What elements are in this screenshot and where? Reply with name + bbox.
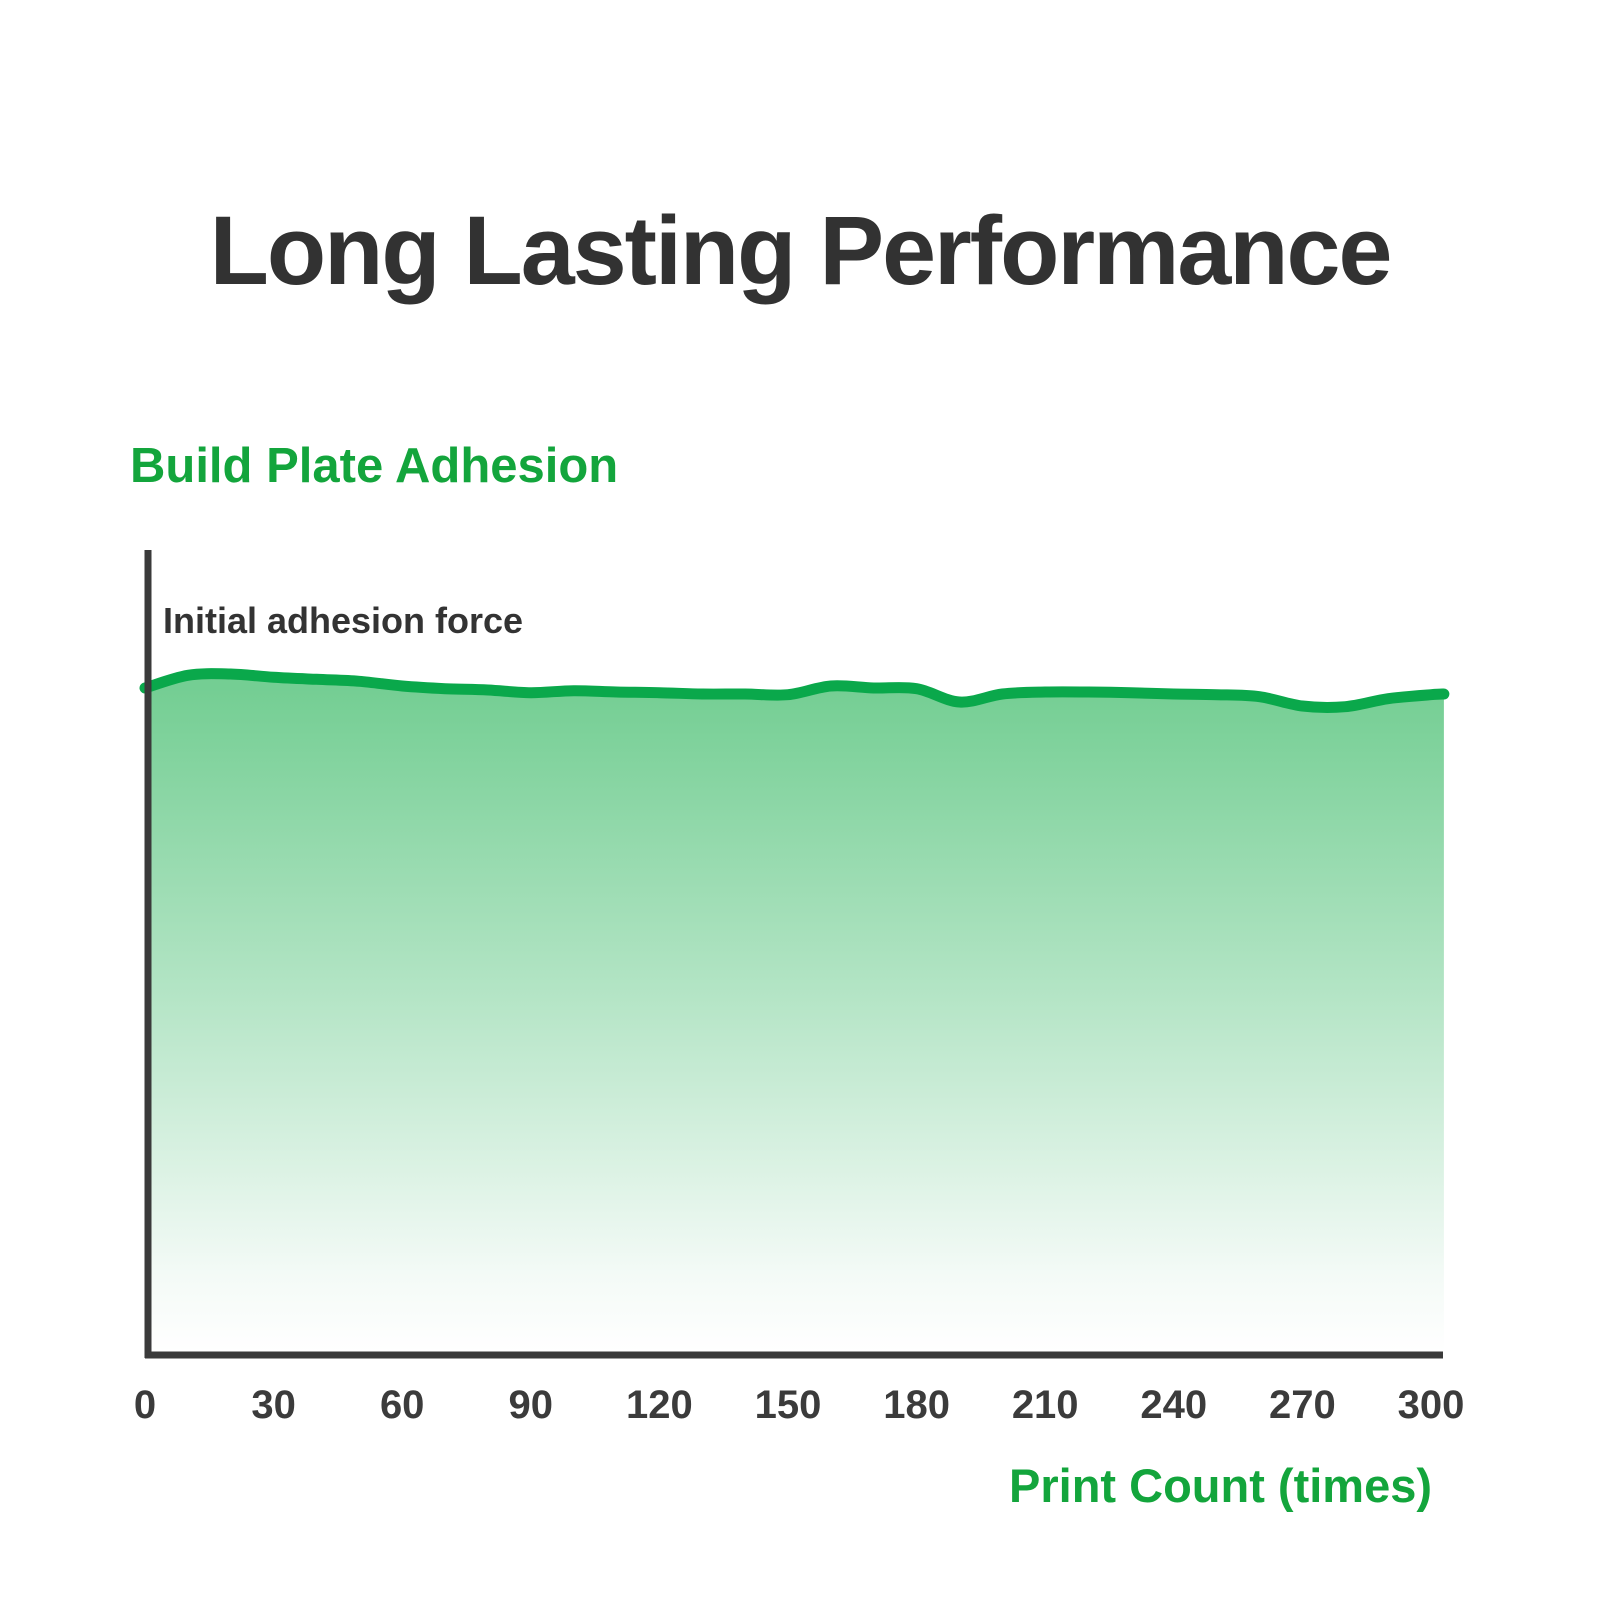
adhesion-trend-line [139, 668, 1450, 713]
chart-title: Build Plate Adhesion [130, 439, 619, 493]
area-fill [145, 673, 1444, 1352]
x-axis-label: Print Count (times) [1009, 1459, 1432, 1512]
page-title: Long Lasting Performance [209, 196, 1393, 305]
initial-adhesion-annotation: Initial adhesion force [163, 600, 524, 641]
